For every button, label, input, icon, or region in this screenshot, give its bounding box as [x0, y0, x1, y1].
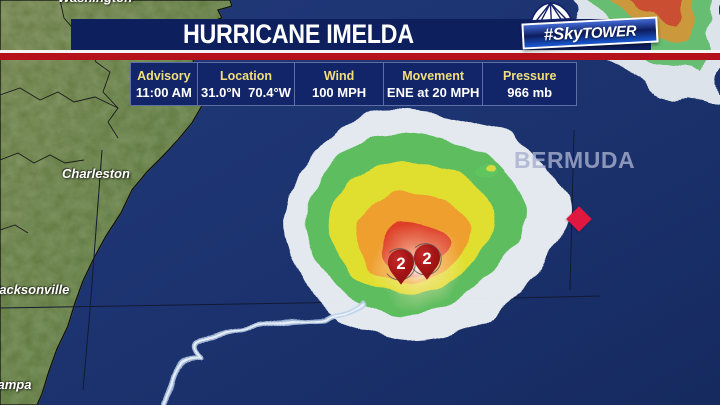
svg-text:2: 2 [422, 249, 431, 268]
